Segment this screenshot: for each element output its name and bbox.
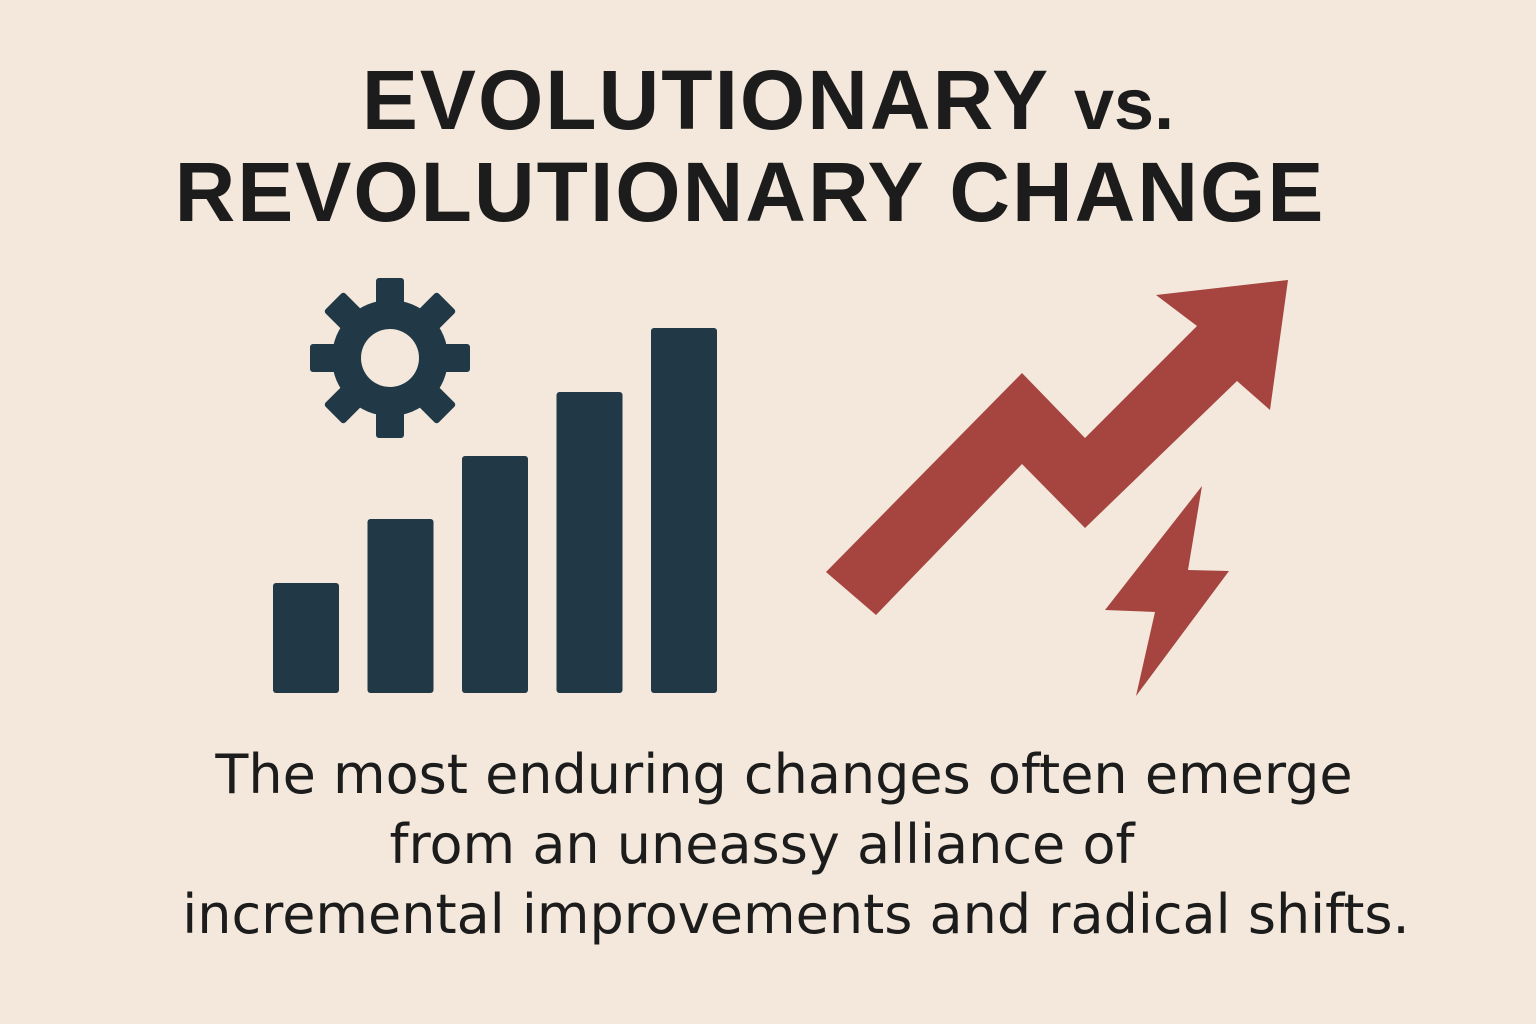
gear-icon	[310, 278, 470, 438]
bar-5	[651, 328, 717, 693]
lightning-bolt-icon	[1105, 486, 1229, 696]
title-line-1: EVOLUTIONARY vs.	[0, 54, 1536, 151]
caption-line-3: incremental improvements and radical shi…	[182, 883, 1410, 946]
bar-2	[367, 519, 434, 693]
caption-line-2: from an uneassy alliance of	[389, 813, 1135, 876]
rising-bar-chart-icon	[273, 328, 717, 693]
bar-4	[556, 392, 623, 693]
title-vs: vs.	[1073, 65, 1175, 145]
bar-3	[462, 456, 528, 693]
bar-1	[273, 583, 339, 693]
title-evolutionary: EVOLUTIONARY	[361, 53, 1074, 147]
title-line-2: REVOLUTIONARY CHANGE	[174, 145, 1326, 239]
zigzag-up-arrow-icon	[826, 280, 1288, 615]
caption-line-1: The most enduring changes often emerge	[215, 743, 1353, 806]
